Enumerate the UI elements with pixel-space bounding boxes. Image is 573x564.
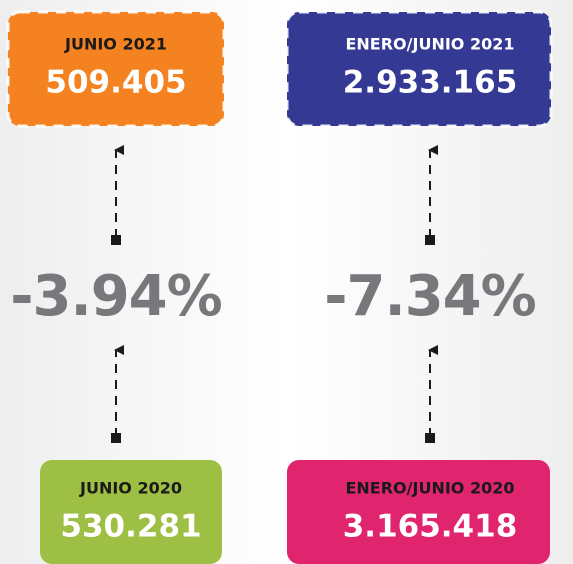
panel-value: 509.405 [45, 65, 186, 101]
arrow-base [111, 433, 121, 443]
arrow-base [425, 433, 435, 443]
panel [287, 460, 550, 564]
panel-label: ENERO/JUNIO 2021 [345, 35, 514, 54]
panel [40, 460, 222, 564]
panel-value: 3.165.418 [343, 509, 518, 545]
change: -3.94% [10, 264, 222, 329]
change: -7.34% [324, 264, 536, 329]
panel [287, 12, 551, 126]
panel-label: JUNIO 2020 [79, 479, 182, 498]
arrow-base [425, 235, 435, 245]
panel-label: JUNIO 2021 [64, 35, 167, 54]
arrow-base [111, 235, 121, 245]
panel [8, 12, 224, 126]
panel-edge [6, 10, 226, 128]
panel-edge [285, 10, 553, 128]
panel-value: 530.281 [60, 509, 201, 545]
panel-value: 2.933.165 [343, 65, 518, 101]
panel-label: ENERO/JUNIO 2020 [345, 479, 514, 498]
